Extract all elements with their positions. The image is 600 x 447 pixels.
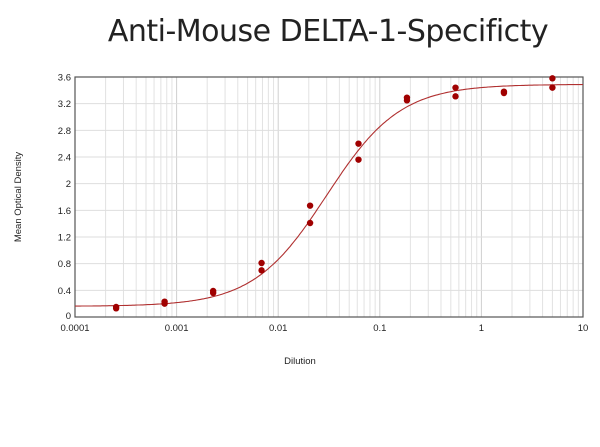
data-point <box>549 75 556 82</box>
data-point <box>161 300 168 307</box>
chart-title: Anti-Mouse DELTA-1-Specificty <box>107 14 549 49</box>
y-tick-label: 0.8 <box>58 259 71 270</box>
x-tick-label: 1 <box>479 323 484 334</box>
data-point <box>306 219 314 227</box>
y-tick-label: 2 <box>66 179 71 190</box>
data-point <box>112 305 120 312</box>
data-point <box>452 93 459 100</box>
data-point <box>355 140 362 147</box>
data-point <box>549 84 556 91</box>
data-point <box>403 97 411 104</box>
y-tick-label: 1.2 <box>58 233 71 244</box>
y-tick-label: 2.4 <box>58 153 71 164</box>
y-tick-label: 0.4 <box>58 286 71 297</box>
y-tick-label: 1.6 <box>58 206 71 217</box>
y-tick-label: 3.2 <box>58 99 71 110</box>
y-tick-label: 3.6 <box>58 73 71 84</box>
y-axis-label: Mean Optical Density <box>13 152 24 243</box>
x-tick-label: 0.001 <box>165 323 189 334</box>
y-tick-label: 2.8 <box>58 126 71 137</box>
x-tick-label: 0.01 <box>269 323 288 334</box>
data-point <box>355 156 362 163</box>
x-axis-label: Dilution <box>284 356 316 367</box>
fit-curve <box>75 83 584 307</box>
x-tick-label: 0.0001 <box>60 323 89 334</box>
data-point <box>452 84 459 91</box>
x-tick-label: 10 <box>578 323 589 334</box>
data-point <box>500 89 508 97</box>
data-point <box>306 202 314 209</box>
x-tick-label: 0.1 <box>373 323 386 334</box>
data-point <box>258 267 265 274</box>
plot-frame <box>74 76 584 318</box>
data-point <box>258 259 265 267</box>
data-point <box>209 289 217 297</box>
y-tick-label: 0 <box>66 311 71 322</box>
